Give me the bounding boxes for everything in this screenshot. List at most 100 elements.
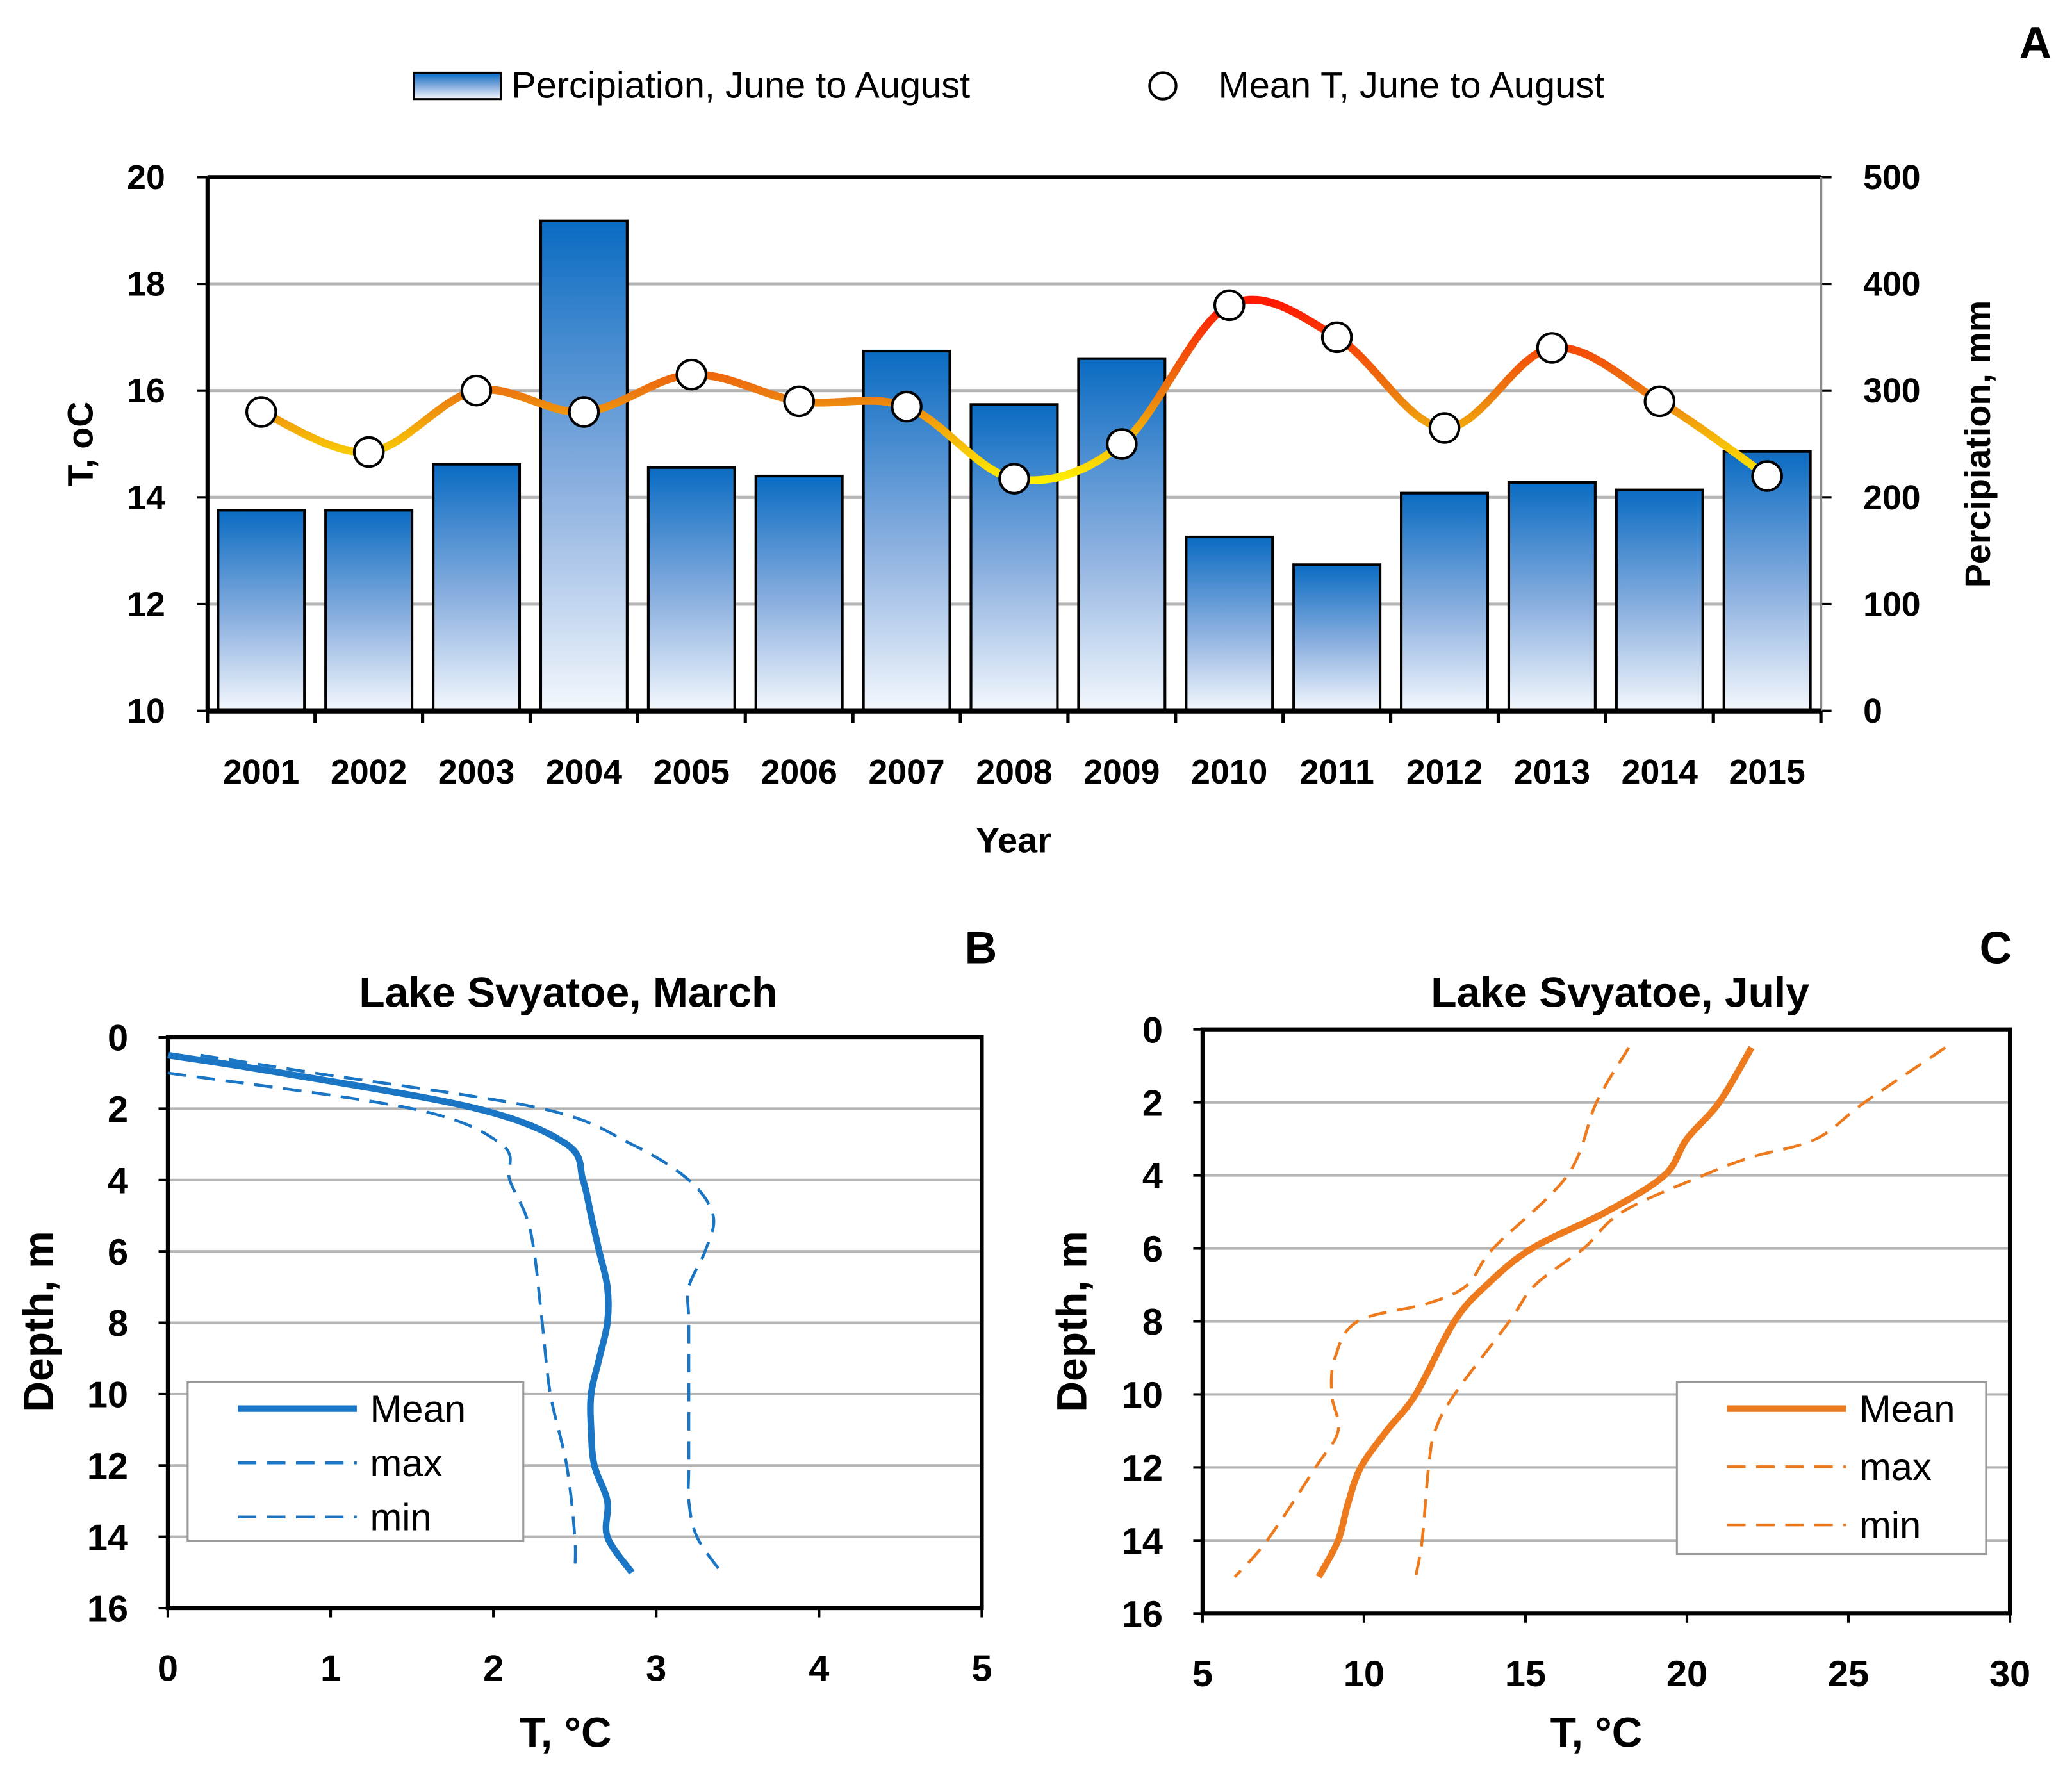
- panel-label-c: C: [1980, 923, 2012, 973]
- x-tick-label: 2013: [1514, 753, 1590, 791]
- chart-title-b: Lake Svyatoe, March: [359, 969, 777, 1016]
- y-tick-label-right: 0: [1863, 692, 1882, 730]
- y-tick-label-left: 16: [127, 372, 165, 410]
- y-tick-label: 8: [1142, 1302, 1163, 1343]
- y-tick-label: 4: [1142, 1156, 1163, 1197]
- y-tick-label-left: 20: [127, 158, 165, 197]
- temperature-point-2009: [1106, 428, 1138, 460]
- temperature-point-2003: [460, 374, 493, 407]
- x-tick-label: 2002: [331, 753, 407, 791]
- temperature-point-2011: [1320, 321, 1353, 354]
- x-tick-label: 2015: [1729, 753, 1805, 791]
- plot-frame: [165, 1035, 984, 1611]
- legend-a: Percipiation, June to August Mean T, Jun…: [413, 65, 1605, 106]
- legend-label-mean: Mean: [1859, 1387, 1955, 1430]
- bar-2010: [1185, 535, 1274, 712]
- x-tick-label: 2010: [1191, 753, 1267, 791]
- y-axis-title-c: Depth, m: [1048, 1231, 1095, 1411]
- y-tick-label: 2: [108, 1089, 128, 1130]
- x-tick-label: 2001: [223, 753, 299, 791]
- x-tick-label: 30: [1989, 1654, 2030, 1695]
- x-tick-label: 2007: [868, 753, 944, 791]
- temperature-line: [259, 295, 1770, 484]
- y-tick-label: 0: [108, 1018, 128, 1059]
- y-tick-label-right: 200: [1863, 479, 1920, 517]
- y-tick-label-right: 400: [1863, 265, 1920, 304]
- temperature-point-2007: [891, 390, 923, 423]
- y-tick-label: 12: [1122, 1448, 1163, 1489]
- x-tick-label: 2006: [761, 753, 837, 791]
- bar-2013: [1507, 481, 1597, 712]
- x-tick-label: 3: [646, 1649, 666, 1690]
- x-tick-label: 10: [1344, 1654, 1385, 1695]
- x-tick-label: 2003: [438, 753, 514, 791]
- bar-2002: [324, 509, 414, 712]
- y-tick-label-right: 100: [1863, 586, 1920, 624]
- bar-2006: [754, 474, 844, 712]
- bar-2004: [539, 219, 629, 712]
- y-tick-label-left: 18: [127, 265, 165, 304]
- x-axis-title-c: T, °C: [1550, 1709, 1643, 1756]
- x-tick-label: 5: [971, 1649, 992, 1690]
- y-tick-label: 10: [1122, 1375, 1163, 1416]
- temperature-point-2001: [245, 396, 277, 428]
- legend-swatch-precipitation: [413, 71, 502, 101]
- y-axis-title-right-a: Percipiation, mm: [1958, 300, 1998, 588]
- profile-line-max: [200, 1053, 723, 1574]
- x-tick-label: 2005: [654, 753, 730, 791]
- x-axis-title-a: Year: [976, 820, 1051, 860]
- y-tick-label: 6: [108, 1232, 128, 1273]
- legend-label-min: min: [1859, 1504, 1921, 1547]
- temperature-point-2006: [783, 385, 815, 418]
- profile-line-mean: [167, 1051, 635, 1575]
- x-tick-label: 25: [1828, 1654, 1869, 1695]
- bar-2015: [1722, 450, 1812, 712]
- plot-frame: [1200, 1027, 2012, 1616]
- y-tick-label: 6: [1142, 1229, 1163, 1270]
- profile-line-min: [167, 1071, 577, 1573]
- profile-line-min: [1233, 1047, 1631, 1578]
- temperature-point-2014: [1643, 385, 1676, 418]
- legend-label-min: min: [370, 1495, 432, 1538]
- temperature-point-2015: [1751, 460, 1783, 492]
- x-tick-label: 15: [1505, 1654, 1546, 1695]
- bar-2012: [1400, 491, 1490, 712]
- x-tick-label: 2014: [1622, 753, 1698, 791]
- panel-label-a: A: [2019, 18, 2052, 68]
- x-tick-label: 2: [483, 1649, 504, 1690]
- y-tick-label: 2: [1142, 1083, 1163, 1124]
- temperature-point-2002: [352, 436, 385, 468]
- bar-2005: [646, 466, 736, 712]
- legend: Mean max min: [186, 1381, 525, 1542]
- y-tick-label: 0: [1142, 1010, 1163, 1051]
- y-tick-label: 8: [108, 1303, 128, 1344]
- legend-label-precipitation: Percipiation, June to August: [511, 65, 970, 106]
- legend-label-mean: Mean: [370, 1387, 466, 1430]
- x-tick-label: 2008: [976, 753, 1052, 791]
- y-tick-label: 10: [87, 1375, 128, 1416]
- temperature-point-2004: [568, 396, 600, 428]
- bar-2014: [1615, 488, 1704, 712]
- y-tick-label-right: 300: [1863, 372, 1920, 410]
- legend-label-temperature: Mean T, June to August: [1219, 65, 1605, 106]
- chart-title-c: Lake Svyatoe, July: [1431, 969, 1809, 1016]
- y-tick-label-right: 500: [1863, 158, 1920, 197]
- x-tick-label: 20: [1666, 1654, 1707, 1695]
- y-tick-label-left: 12: [127, 586, 165, 624]
- temperature-point-2005: [675, 358, 708, 391]
- y-axis-title-b: Depth, m: [14, 1231, 62, 1411]
- temperature-point-2013: [1536, 332, 1568, 364]
- x-tick-label: 4: [809, 1649, 829, 1690]
- y-tick-label: 16: [87, 1589, 128, 1630]
- y-tick-label: 14: [1122, 1521, 1163, 1562]
- y-tick-label: 14: [87, 1517, 128, 1558]
- x-tick-label: 2009: [1083, 753, 1160, 791]
- legend: Mean max min: [1675, 1381, 1987, 1556]
- y-tick-label: 16: [1122, 1594, 1163, 1635]
- chart-c-plot: 0 2 4 6 8 10 12 14 16 5 10 15 20 25 30 Mean max min: [1122, 1010, 2030, 1694]
- bar-2008: [969, 403, 1059, 712]
- bar-2009: [1077, 357, 1167, 712]
